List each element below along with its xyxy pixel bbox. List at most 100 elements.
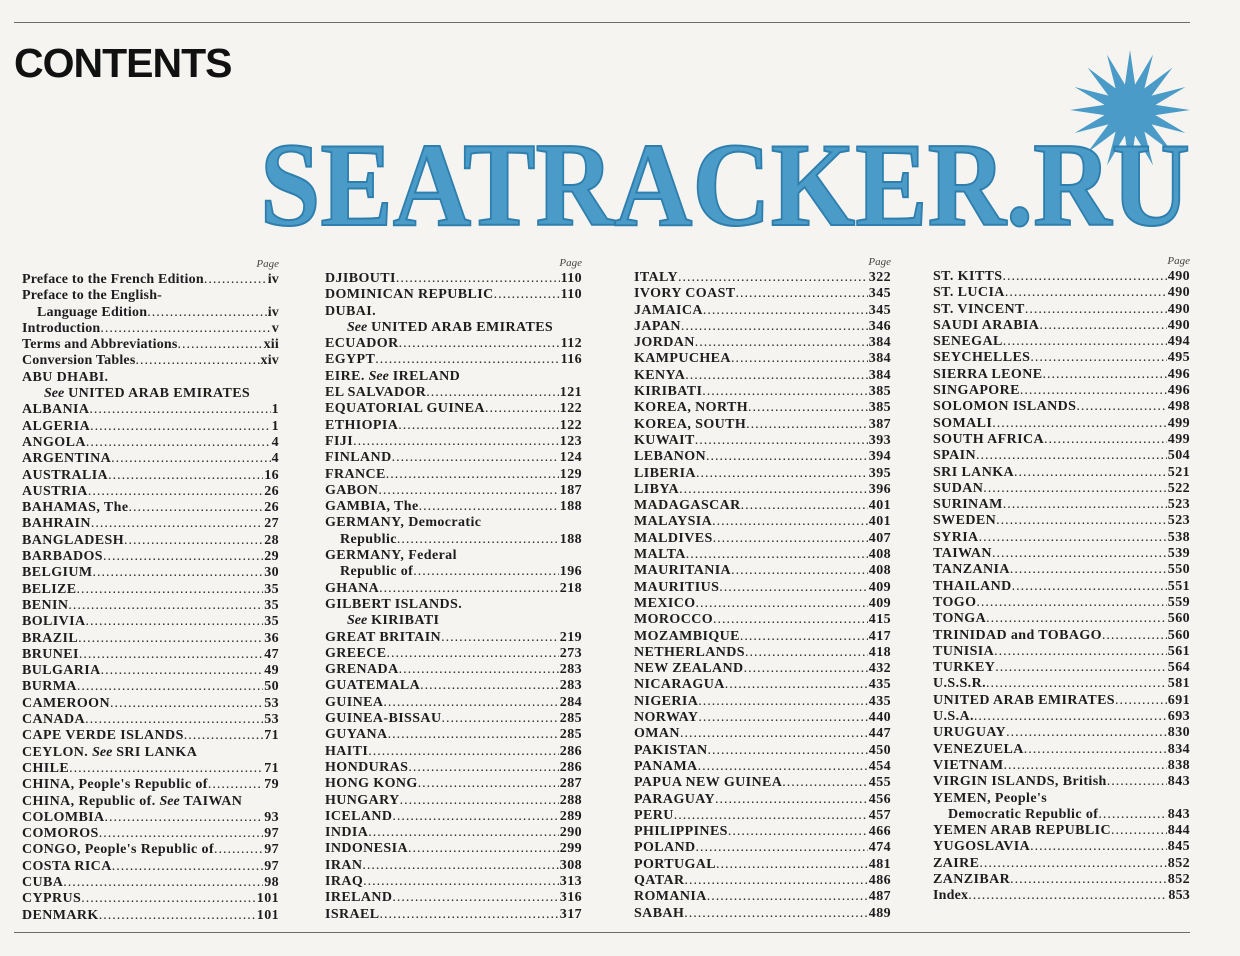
page-number: 35 [264,581,279,597]
dot-leader [974,709,1167,725]
watermark-starburst [1070,50,1190,170]
dot-leader [746,417,868,433]
contents-entry: ITALY 322 [634,270,891,286]
contents-entry: FIJI 123 [325,434,582,450]
page-number: 693 [1167,709,1190,725]
page-number: 409 [868,579,891,595]
page-number: 435 [868,693,891,709]
contents-entry: DUBAI. [325,304,582,320]
dot-leader [983,481,1167,497]
contents-entry: ICELAND 289 [325,809,582,825]
dot-leader [147,305,267,321]
dot-leader [1024,742,1167,758]
page-number: 101 [256,907,279,923]
dot-leader [89,402,270,418]
contents-entry: HUNGARY 288 [325,793,582,809]
dot-leader [979,856,1166,872]
contents-entry: PAPUA NEW GUINEA 455 [634,775,891,791]
dot-leader [686,547,868,563]
contents-entry: SYRIA 538 [933,530,1190,546]
contents-entry: NETHERLANDS 418 [634,645,891,661]
contents-entry: ALGERIA 1 [22,419,279,435]
entry-title: ST. KITTS [933,269,1003,284]
dot-leader [684,873,867,889]
contents-entry: SRI LANKA 521 [933,465,1190,481]
dot-leader [380,907,559,923]
dot-leader [731,563,868,579]
contents-entry: SUDAN 522 [933,481,1190,497]
contents-entry: BARBADOS 29 [22,549,279,565]
page-number: 481 [868,856,891,872]
entry-title: GHANA [325,580,380,596]
contents-entry: KOREA, NORTH 385 [634,400,891,416]
entry-title: GERMANY, Democratic [325,515,482,531]
page-number: 30 [264,565,279,581]
entry-title: GUYANA [325,727,388,743]
page-number: 384 [868,335,891,351]
page-number: 26 [264,500,279,516]
page-column-header: Page [868,256,891,268]
dot-leader [392,890,558,906]
dot-leader [1107,774,1167,790]
entry-title: DJIBOUTI [325,271,396,286]
contents-entry: QATAR 486 [634,873,891,889]
dot-leader [112,859,263,875]
dot-leader [716,857,868,873]
dot-leader [399,662,559,678]
entry-title: GUINEA-BISSAU [325,711,442,727]
page-number: 564 [1167,660,1190,676]
dot-leader [695,335,868,351]
entry-title: VENEZUELA [933,741,1024,757]
entry-title: COLOMBIA [22,809,105,825]
contents-entry: SAUDI ARABIA 490 [933,318,1190,334]
entry-title: ITALY [634,270,679,285]
dot-leader [128,500,263,516]
contents-entry: GERMANY, Federal [325,548,582,564]
entry-title: LIBERIA [634,465,696,481]
entry-title: SEYCHELLES [933,350,1031,366]
dot-leader [995,660,1167,676]
page-number: 49 [264,663,279,679]
contents-entry: BELGIUM 30 [22,565,279,581]
entry-title: YEMEN, People's [933,790,1048,806]
dot-leader [679,482,868,498]
contents-entry: SWEDEN 523 [933,513,1190,529]
page-number: 539 [1167,546,1190,562]
contents-entry: GUINEA 284 [325,695,582,711]
entry-title: HUNGARY [325,792,400,808]
contents-entry: BULGARIA 49 [22,663,279,679]
entry-title: BOLIVIA [22,614,86,630]
contents-entry: SPAIN 504 [933,448,1190,464]
contents-entry: Introduction v [22,321,279,337]
entry-title: SWEDEN [933,513,997,529]
entry-title: PORTUGAL [634,856,717,872]
entry-title: ALBANIA [22,402,90,418]
page-number: 28 [264,532,279,548]
page-number: 417 [868,628,891,644]
contents-entry: TAIWAN 539 [933,546,1190,562]
dot-leader [368,825,559,841]
contents-entry: PERU 457 [634,808,891,824]
page-number: 322 [868,270,891,285]
entry-title: INDONESIA [325,841,408,857]
contents-entry: SEYCHELLES 495 [933,350,1190,366]
page-number: 16 [264,467,279,483]
page-number: 409 [868,595,891,611]
dot-leader [77,679,263,695]
dot-leader [494,287,560,303]
contents-entry: KENYA 384 [634,368,891,384]
dot-leader [88,484,263,500]
entry-title: DENMARK [22,907,99,923]
contents-entry: SENEGAL 494 [933,334,1190,350]
dot-leader [1098,807,1166,823]
entry-title: PHILIPPINES [634,824,728,840]
page-number: 121 [559,385,582,401]
contents-entry: NORWAY 440 [634,710,891,726]
contents-entry: NEW ZEALAND 432 [634,661,891,677]
dot-leader [86,435,271,451]
page-number: 843 [1167,774,1190,790]
entry-title: CHILE [22,760,70,776]
entry-title: EGYPT [325,352,376,368]
dot-leader [1003,269,1167,285]
contents-entry: AUSTRIA 26 [22,484,279,500]
